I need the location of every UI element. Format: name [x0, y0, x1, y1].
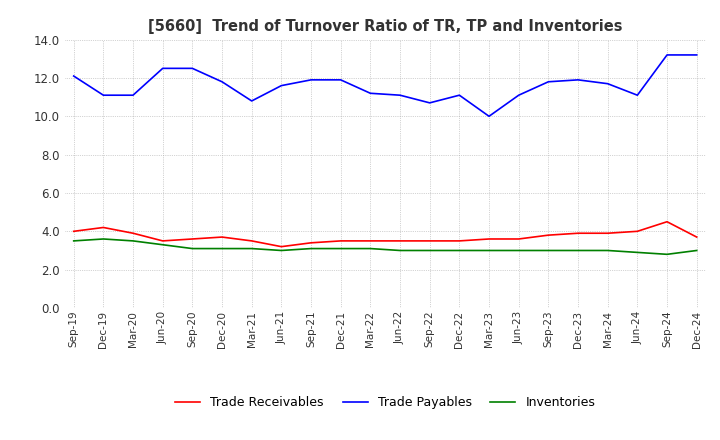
Trade Receivables	[485, 236, 493, 242]
Trade Receivables	[426, 238, 434, 244]
Trade Receivables	[248, 238, 256, 244]
Inventories	[485, 248, 493, 253]
Trade Receivables	[544, 232, 553, 238]
Inventories	[217, 246, 226, 251]
Inventories	[514, 248, 523, 253]
Trade Receivables	[603, 231, 612, 236]
Trade Receivables	[217, 235, 226, 240]
Trade Payables	[396, 92, 405, 98]
Inventories	[336, 246, 345, 251]
Trade Payables	[129, 92, 138, 98]
Inventories	[99, 236, 108, 242]
Trade Receivables	[277, 244, 286, 249]
Trade Receivables	[662, 219, 671, 224]
Trade Payables	[248, 98, 256, 103]
Trade Payables	[514, 92, 523, 98]
Line: Trade Payables: Trade Payables	[73, 55, 697, 116]
Inventories	[248, 246, 256, 251]
Trade Payables	[574, 77, 582, 82]
Trade Receivables	[158, 238, 167, 244]
Inventories	[277, 248, 286, 253]
Trade Payables	[662, 52, 671, 58]
Trade Receivables	[188, 236, 197, 242]
Trade Payables	[336, 77, 345, 82]
Inventories	[662, 252, 671, 257]
Trade Payables	[455, 92, 464, 98]
Trade Receivables	[307, 240, 315, 246]
Trade Receivables	[574, 231, 582, 236]
Trade Payables	[426, 100, 434, 106]
Trade Receivables	[99, 225, 108, 230]
Trade Payables	[485, 114, 493, 119]
Trade Payables	[99, 92, 108, 98]
Trade Payables	[603, 81, 612, 86]
Trade Payables	[693, 52, 701, 58]
Trade Receivables	[396, 238, 405, 244]
Trade Receivables	[69, 229, 78, 234]
Inventories	[633, 250, 642, 255]
Inventories	[307, 246, 315, 251]
Title: [5660]  Trend of Turnover Ratio of TR, TP and Inventories: [5660] Trend of Turnover Ratio of TR, TP…	[148, 19, 623, 34]
Trade Payables	[277, 83, 286, 88]
Inventories	[574, 248, 582, 253]
Inventories	[455, 248, 464, 253]
Inventories	[188, 246, 197, 251]
Trade Payables	[158, 66, 167, 71]
Trade Receivables	[129, 231, 138, 236]
Trade Payables	[69, 73, 78, 79]
Trade Payables	[307, 77, 315, 82]
Line: Inventories: Inventories	[73, 239, 697, 254]
Inventories	[158, 242, 167, 247]
Inventories	[129, 238, 138, 244]
Inventories	[693, 248, 701, 253]
Inventories	[69, 238, 78, 244]
Inventories	[396, 248, 405, 253]
Legend: Trade Receivables, Trade Payables, Inventories: Trade Receivables, Trade Payables, Inven…	[170, 392, 600, 414]
Inventories	[366, 246, 374, 251]
Trade Payables	[633, 92, 642, 98]
Trade Receivables	[693, 235, 701, 240]
Trade Receivables	[455, 238, 464, 244]
Trade Receivables	[336, 238, 345, 244]
Inventories	[426, 248, 434, 253]
Inventories	[603, 248, 612, 253]
Trade Payables	[188, 66, 197, 71]
Trade Payables	[366, 91, 374, 96]
Trade Receivables	[514, 236, 523, 242]
Line: Trade Receivables: Trade Receivables	[73, 222, 697, 247]
Inventories	[544, 248, 553, 253]
Trade Payables	[544, 79, 553, 84]
Trade Payables	[217, 79, 226, 84]
Trade Receivables	[633, 229, 642, 234]
Trade Receivables	[366, 238, 374, 244]
